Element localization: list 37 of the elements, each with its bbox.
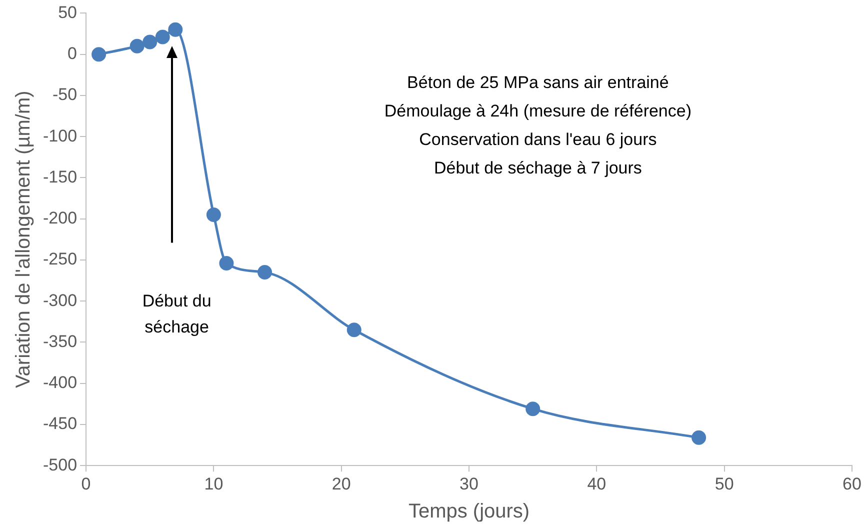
point	[92, 47, 106, 62]
point	[346, 322, 362, 338]
x-axis-title: Temps (jours)	[408, 500, 530, 523]
point	[206, 207, 221, 222]
y-tick-label: -150	[42, 167, 78, 186]
annotation: Démoulage à 24h (mesure de référence)	[384, 101, 692, 120]
annotation: Conservation dans l'eau 6 jours	[419, 130, 657, 149]
y-tick-label: -200	[42, 208, 78, 228]
x-tick-label: 0	[81, 474, 91, 494]
y-axis-title: Variation de l'allongement (µm/m)	[12, 90, 35, 388]
x-tick-label: 40	[587, 474, 606, 494]
y-tick-label: -350	[42, 332, 78, 351]
point	[526, 402, 540, 416]
y-tick-label: -300	[42, 290, 78, 310]
y-tick-label: -500	[42, 455, 78, 474]
point	[130, 38, 144, 54]
point	[155, 30, 170, 44]
y-tick-label: -250	[42, 250, 78, 269]
y-tick-label: -450	[42, 414, 78, 434]
x-tick-label: 60	[842, 474, 862, 494]
x-tick-label: 10	[204, 474, 224, 494]
y-tick-label: -100	[42, 126, 78, 146]
x-tick-label: 50	[714, 474, 734, 494]
y-tick-label: -50	[52, 85, 78, 104]
y-tick-label: 50	[58, 2, 78, 22]
point	[219, 256, 234, 271]
point	[258, 265, 272, 280]
annotation: Béton de 25 MPa sans air entrainé	[407, 72, 669, 92]
x-tick-label: 20	[332, 474, 351, 494]
x-tick-label: 30	[460, 474, 478, 494]
point	[168, 22, 183, 37]
annotation: Début du séchage	[142, 292, 212, 337]
point	[142, 34, 158, 50]
y-tick-label: 0	[68, 44, 78, 64]
annotation: Début de séchage à 7 jours	[434, 158, 642, 178]
y-tick-label: -400	[42, 373, 78, 392]
point	[692, 430, 706, 445]
